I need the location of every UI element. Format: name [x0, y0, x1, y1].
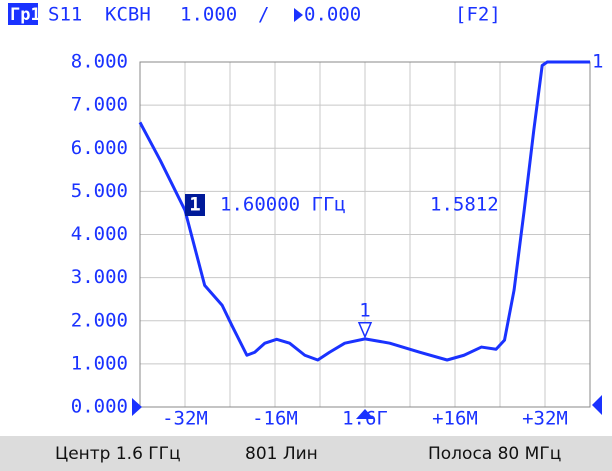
marker-value: 1.5812	[430, 194, 499, 216]
y-tick-label: 0.000	[71, 396, 128, 418]
reference: 0.000	[304, 4, 361, 26]
trace-badge	[8, 3, 38, 25]
marker-frequency: 1.60000 ГГц	[220, 194, 346, 216]
trace	[138, 60, 590, 362]
x-tick-label: -16M	[252, 408, 298, 430]
center-arrow	[356, 409, 374, 419]
format: КСВН	[105, 4, 151, 26]
x-tick-label: -32M	[162, 408, 208, 430]
separator: /	[258, 4, 269, 26]
y-tick-label: 3.000	[71, 266, 128, 288]
channel: [F2]	[455, 4, 501, 26]
background	[0, 0, 612, 436]
parameter: S11	[48, 4, 82, 26]
x-tick-label: +32M	[522, 408, 568, 430]
y-tick-label: 4.000	[71, 223, 128, 245]
x-tick-label: +16M	[432, 408, 478, 430]
y-tick-label: 5.000	[71, 180, 128, 202]
plot-frame	[139, 61, 591, 408]
y-tick-label: 8.000	[71, 51, 128, 73]
y-tick-label: 1.000	[71, 352, 128, 374]
center-frequency: Центр 1.6 ГГц	[55, 444, 181, 464]
marker-badge	[185, 194, 205, 216]
trace-name: Гр1	[10, 5, 41, 25]
ref-arrow	[294, 8, 303, 22]
span: Полоса 80 МГц	[428, 444, 561, 464]
ref-position	[132, 398, 142, 416]
marker	[357, 322, 373, 339]
y-tick-label: 7.000	[71, 94, 128, 116]
points: 801 Лин	[245, 444, 318, 464]
marker-badge-label: 1	[189, 194, 200, 216]
status-bar	[0, 436, 612, 471]
scale: 1.000	[180, 4, 237, 26]
trace-label: 1	[592, 51, 603, 73]
right-arrow	[592, 395, 602, 415]
y-tick-label: 2.000	[71, 309, 128, 331]
y-tick-label: 6.000	[71, 137, 128, 159]
marker-number: 1	[359, 299, 370, 321]
